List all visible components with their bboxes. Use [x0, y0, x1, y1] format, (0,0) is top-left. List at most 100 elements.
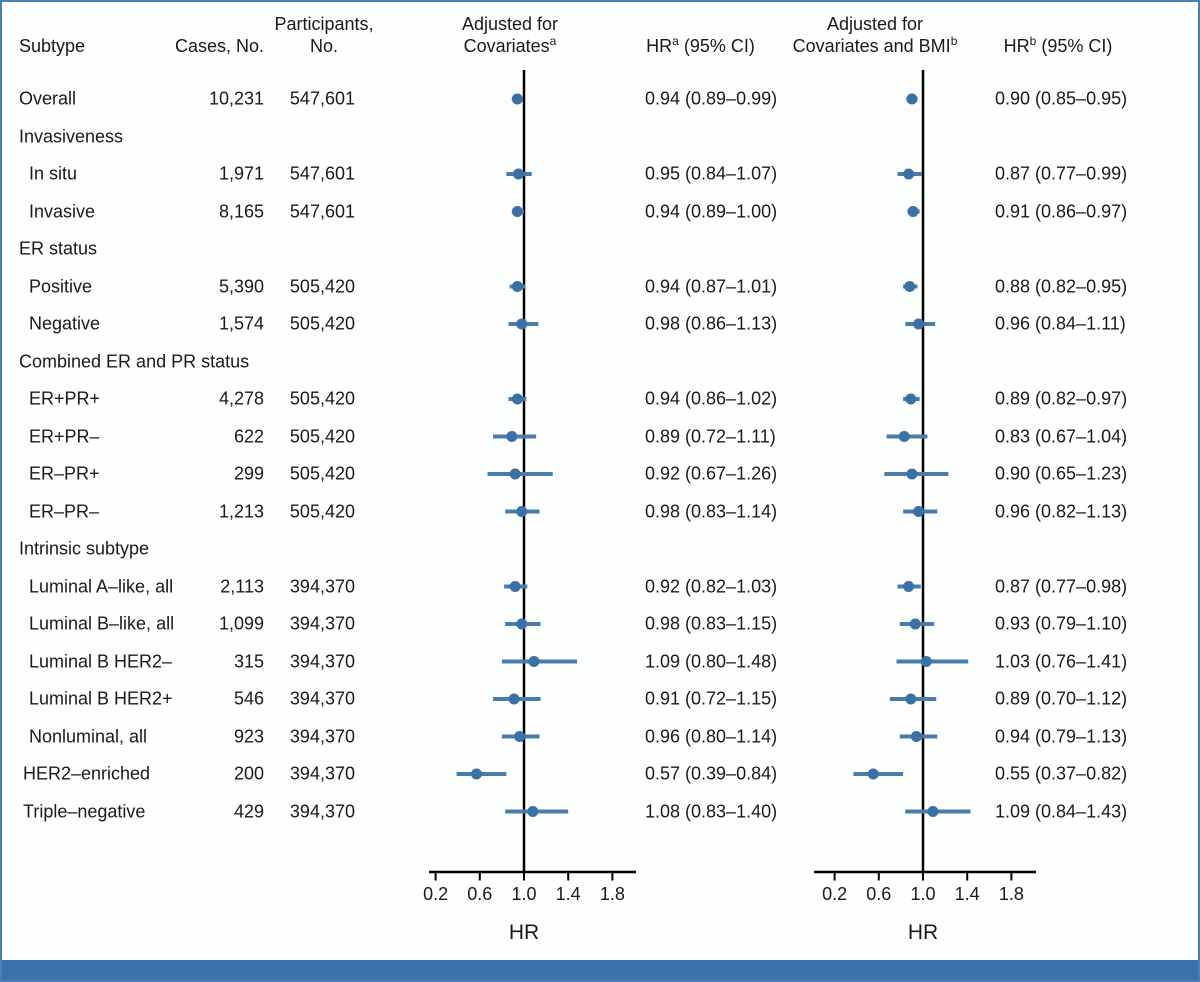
cases-value: 315: [233, 651, 264, 671]
cases-value: 5,390: [218, 276, 264, 296]
hr-b-ci-value: 0.55 (0.37–0.82): [995, 763, 1128, 784]
hr-a-ci-value: 0.98 (0.86–1.13): [645, 313, 778, 334]
col-header-panel-covariates-bmi: Adjusted for Covariates and BMIb: [755, 13, 995, 57]
hr-a-ci-value: 0.98 (0.83–1.15): [645, 613, 778, 634]
hr-a-ci-value: 0.92 (0.82–1.03): [645, 576, 778, 596]
table-row: Luminal B–like, all 1,099 394,370 0.98 (0.8…: [2, 605, 1198, 643]
participants-value: 394,370: [289, 688, 355, 709]
hr-b-ci-value: 0.87 (0.77–0.98): [995, 576, 1128, 596]
cases-value: 299: [233, 463, 264, 484]
participants-value: 394,370: [289, 613, 355, 634]
section-label: Intrinsic subtype: [19, 538, 150, 559]
row-label: Luminal B HER2+: [29, 688, 173, 709]
col-header-participants-line1: Participants,: [274, 14, 374, 34]
participants-value: 547,601: [289, 163, 355, 184]
section-row: Intrinsic subtype: [2, 530, 1198, 568]
col-header-participants: Participants, No.: [254, 13, 394, 57]
hr-b-ci-label: (95% CI): [1036, 36, 1113, 56]
participants-value: 505,420: [289, 276, 355, 296]
table-row: Invasive 8,165 547,601 0.94 (0.89–1.00) 0.91…: [2, 193, 1198, 231]
section-row: Combined ER and PR status: [2, 343, 1198, 381]
col-header-subtype: Subtype: [19, 36, 86, 56]
hr-a-ci-value: 0.91 (0.72–1.15): [645, 688, 778, 709]
hr-a-label: HR: [646, 36, 673, 56]
hr-b-ci-value: 1.03 (0.76–1.41): [995, 651, 1128, 671]
hr-b-superscript: b: [1029, 34, 1037, 48]
table-row: ER+PR– 622 505,420 0.89 (0.72–1.11) 0.83 (0.…: [2, 418, 1198, 456]
hr-b-ci-value: 0.83 (0.67–1.04): [995, 426, 1128, 446]
participants-value: 505,420: [289, 501, 355, 521]
table-row: Overall 10,231 547,601 0.94 (0.89–0.99) 0.90…: [2, 80, 1198, 118]
hr-a-superscript: a: [672, 34, 679, 48]
row-label: Triple–negative: [23, 801, 146, 821]
row-label: Luminal B–like, all: [29, 613, 175, 634]
x-axis-title: HR: [908, 921, 938, 944]
participants-value: 394,370: [289, 651, 355, 671]
x-tick-label: 0.2: [822, 884, 847, 904]
panel2-superscript: b: [950, 34, 958, 48]
x-tick-label: 1.4: [955, 884, 980, 904]
row-label: ER+PR+: [29, 388, 101, 409]
cases-value: 1,574: [218, 313, 264, 334]
panel2-title-line2: Covariates and BMI: [792, 36, 951, 56]
cases-value: 2,113: [220, 576, 264, 596]
cases-value: 4,278: [218, 388, 264, 409]
section-label: Invasiveness: [19, 126, 124, 146]
row-label: ER+PR–: [29, 426, 100, 446]
panel1-title-line1: Adjusted for: [461, 14, 559, 34]
hr-a-ci-value: 0.94 (0.89–1.00): [645, 201, 778, 221]
participants-value: 505,420: [289, 313, 355, 334]
row-label: HER2–enriched: [23, 763, 151, 784]
cases-value: 200: [233, 763, 264, 784]
table-row: Triple–negative 429 394,370 1.08 (0.83–1.40…: [2, 793, 1198, 831]
hr-a-ci-value: 0.57 (0.39–0.84): [645, 763, 778, 784]
participants-value: 547,601: [289, 201, 355, 221]
cases-value: 1,099: [218, 613, 264, 634]
table-row: Nonluminal, all 923 394,370 0.96 (0.80–1.14…: [2, 718, 1198, 756]
row-label: Luminal B HER2–: [29, 651, 173, 671]
cases-value: 923: [233, 726, 264, 746]
row-label: Negative: [29, 313, 101, 334]
row-label: Invasive: [29, 201, 96, 221]
hr-b-ci-value: 0.90 (0.85–0.95): [995, 88, 1128, 109]
participants-value: 547,601: [289, 88, 355, 109]
hr-b-ci-value: 0.94 (0.79–1.13): [995, 726, 1128, 746]
col-header-cases: Cases, No.: [174, 36, 264, 56]
col-header-hr-b: HRb (95% CI): [978, 35, 1138, 57]
participants-value: 394,370: [289, 726, 355, 746]
col-header-panel-covariates: Adjusted for Covariatesa: [410, 13, 610, 57]
hr-a-ci-value: 0.95 (0.84–1.07): [645, 163, 778, 184]
row-label: In situ: [29, 163, 78, 184]
row-label: ER–PR+: [29, 463, 100, 484]
x-tick-label: 0.2: [423, 884, 448, 904]
section-row: Invasiveness: [2, 118, 1198, 156]
participants-value: 394,370: [289, 763, 355, 784]
hr-b-ci-value: 0.88 (0.82–0.95): [995, 276, 1128, 296]
x-tick-label: 0.6: [467, 884, 492, 904]
x-tick-label: 0.6: [866, 884, 891, 904]
hr-b-ci-value: 0.91 (0.86–0.97): [995, 201, 1128, 221]
section-row: ER status: [2, 230, 1198, 268]
cases-value: 1,971: [218, 163, 264, 184]
cases-value: 546: [233, 688, 264, 709]
hr-a-ci-value: 0.94 (0.86–1.02): [645, 388, 778, 409]
section-label: ER status: [19, 238, 98, 259]
panel2-title-line1: Adjusted for: [826, 14, 924, 34]
hr-a-ci-value: 0.92 (0.67–1.26): [645, 463, 778, 484]
hr-a-ci-value: 0.94 (0.87–1.01): [645, 276, 778, 296]
participants-value: 505,420: [289, 388, 355, 409]
hr-b-label: HR: [1003, 36, 1030, 56]
table-row: Luminal B HER2– 315 394,370 1.09 (0.80–1.48…: [2, 643, 1198, 681]
hr-a-ci-value: 0.98 (0.83–1.14): [645, 501, 778, 521]
cases-value: 1,213: [218, 501, 264, 521]
hr-b-ci-value: 0.87 (0.77–0.99): [995, 163, 1128, 184]
table-row: In situ 1,971 547,601 0.95 (0.84–1.07) 0.87 …: [2, 155, 1198, 193]
x-tick-label: 1.8: [999, 884, 1024, 904]
cases-value: 622: [233, 426, 264, 446]
x-tick-label: 1.0: [910, 884, 935, 904]
cases-value: 429: [233, 801, 264, 821]
participants-value: 505,420: [289, 426, 355, 446]
hr-b-ci-value: 1.09 (0.84–1.43): [995, 801, 1128, 821]
x-tick-label: 1.0: [511, 884, 536, 904]
